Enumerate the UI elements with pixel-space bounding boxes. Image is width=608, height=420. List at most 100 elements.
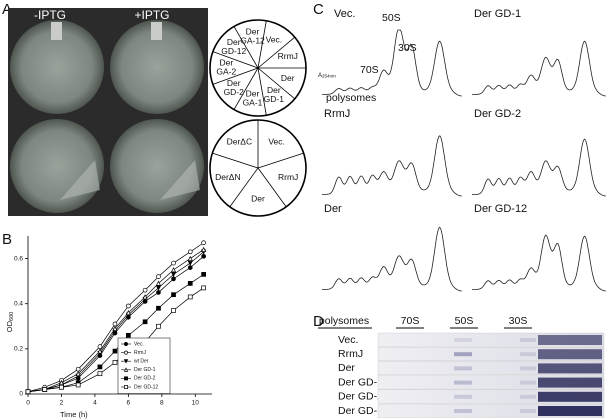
marker — [170, 267, 177, 273]
y-axis-title-sub: 600 — [9, 312, 15, 321]
profile-curve — [322, 29, 463, 97]
band — [538, 391, 602, 402]
profile-title: RrmJ — [324, 108, 350, 120]
y-tick-label: 0.2 — [14, 346, 23, 353]
pie-label: Der — [281, 73, 295, 83]
marker — [97, 344, 103, 349]
pie-label-line: Der — [281, 73, 295, 83]
marker — [126, 332, 131, 338]
pie-label: Der GA-2 — [216, 58, 236, 77]
pie-divider — [257, 36, 296, 69]
x-tick-label: 2 — [60, 400, 64, 407]
profile-curve — [472, 138, 607, 197]
plate — [110, 20, 204, 114]
band — [538, 406, 602, 416]
profile-curve — [472, 234, 607, 292]
pie-label-line: GA-2 — [216, 67, 236, 77]
marker — [123, 359, 129, 364]
pie-label: Der GD-2 — [224, 78, 245, 97]
x-tick-label: 4 — [93, 400, 97, 407]
x-tick-label: 10 — [192, 400, 200, 407]
legend-label: Der GD-2 — [134, 376, 156, 382]
pie-divider — [233, 67, 259, 110]
series-line — [27, 242, 204, 393]
marker — [156, 274, 161, 279]
marker — [142, 319, 148, 325]
pie-divider — [212, 51, 259, 69]
profile-title: Der GD-1 — [474, 8, 521, 20]
legend-label: Der GD-12 — [134, 384, 158, 390]
marker — [75, 366, 81, 372]
legend-box — [117, 337, 171, 394]
marker — [97, 371, 103, 377]
marker — [112, 360, 118, 365]
marker — [123, 367, 129, 372]
marker — [112, 321, 118, 327]
pie-divider — [257, 67, 267, 116]
plate-tab — [51, 22, 62, 40]
marker — [97, 348, 103, 354]
pie-label: Der — [251, 194, 265, 204]
marker — [171, 292, 176, 298]
marker — [187, 260, 193, 266]
panel-label: C — [313, 1, 324, 18]
pie-divider — [257, 67, 296, 100]
marker — [187, 294, 193, 300]
profile-curve — [472, 40, 607, 97]
y-tick-label: 0 — [19, 391, 23, 398]
gel: polysomes 70S 50S 30S Vec. RrmJ Der Der GD-1 Der… — [318, 315, 605, 418]
marker — [201, 272, 206, 277]
marker — [201, 285, 206, 291]
panel-label: A — [2, 1, 12, 18]
band — [454, 380, 472, 385]
series-line — [27, 251, 204, 393]
profile-title: Der GD-2 — [474, 108, 521, 120]
pie-label: Vec. — [268, 137, 285, 147]
sample-label: RrmJ — [338, 348, 363, 360]
marker — [187, 265, 193, 270]
profile-title: Der — [324, 203, 342, 215]
pie-label-line: Der — [227, 37, 241, 47]
x-axis-title: Time (h) — [60, 410, 88, 419]
pie-label: Der GA-12 — [240, 27, 265, 46]
marker — [59, 384, 64, 390]
legend-label: Vec. — [134, 341, 144, 347]
plate — [10, 20, 104, 114]
y-tick-label: 0.6 — [14, 255, 23, 262]
sample-label: Der — [338, 362, 355, 374]
pie-label-line: RrmJ — [278, 51, 298, 61]
x-tick-label: 6 — [127, 400, 131, 407]
y-tick-label: 0.4 — [14, 300, 23, 307]
pie-label: RrmJ — [278, 172, 298, 182]
marker — [187, 249, 193, 255]
pie-label-line: Der — [267, 85, 281, 95]
marker — [171, 308, 176, 313]
pie-label: DerΔN — [215, 172, 241, 182]
panel-label: D — [313, 313, 324, 330]
marker — [25, 389, 31, 395]
pie-divider — [233, 26, 259, 69]
y-axis-title: OD600 — [5, 312, 15, 332]
marker — [201, 253, 206, 259]
marker — [75, 382, 81, 388]
y-axis-title-main: A — [318, 73, 322, 79]
pie-divider — [212, 67, 259, 85]
y-axis-title: A254nm — [318, 73, 336, 79]
band — [520, 409, 536, 413]
pie-label-line: RrmJ — [278, 172, 298, 182]
marker — [171, 276, 176, 282]
pie-label-line: GD-1 — [264, 94, 285, 104]
band — [454, 409, 472, 413]
pie-label-line: Vec. — [268, 137, 285, 147]
marker — [187, 281, 193, 286]
pie-label-line: GD-2 — [224, 87, 245, 97]
band — [520, 394, 536, 399]
profile-title: Vec. — [334, 8, 355, 20]
sample-label: Der GD-1 — [338, 376, 383, 388]
pie-label-line: GD-12 — [221, 46, 246, 56]
marker — [58, 379, 65, 386]
pie-label: Der GD-12 — [221, 37, 246, 56]
marker — [187, 255, 193, 261]
pie-label-line: DerΔN — [215, 172, 241, 182]
